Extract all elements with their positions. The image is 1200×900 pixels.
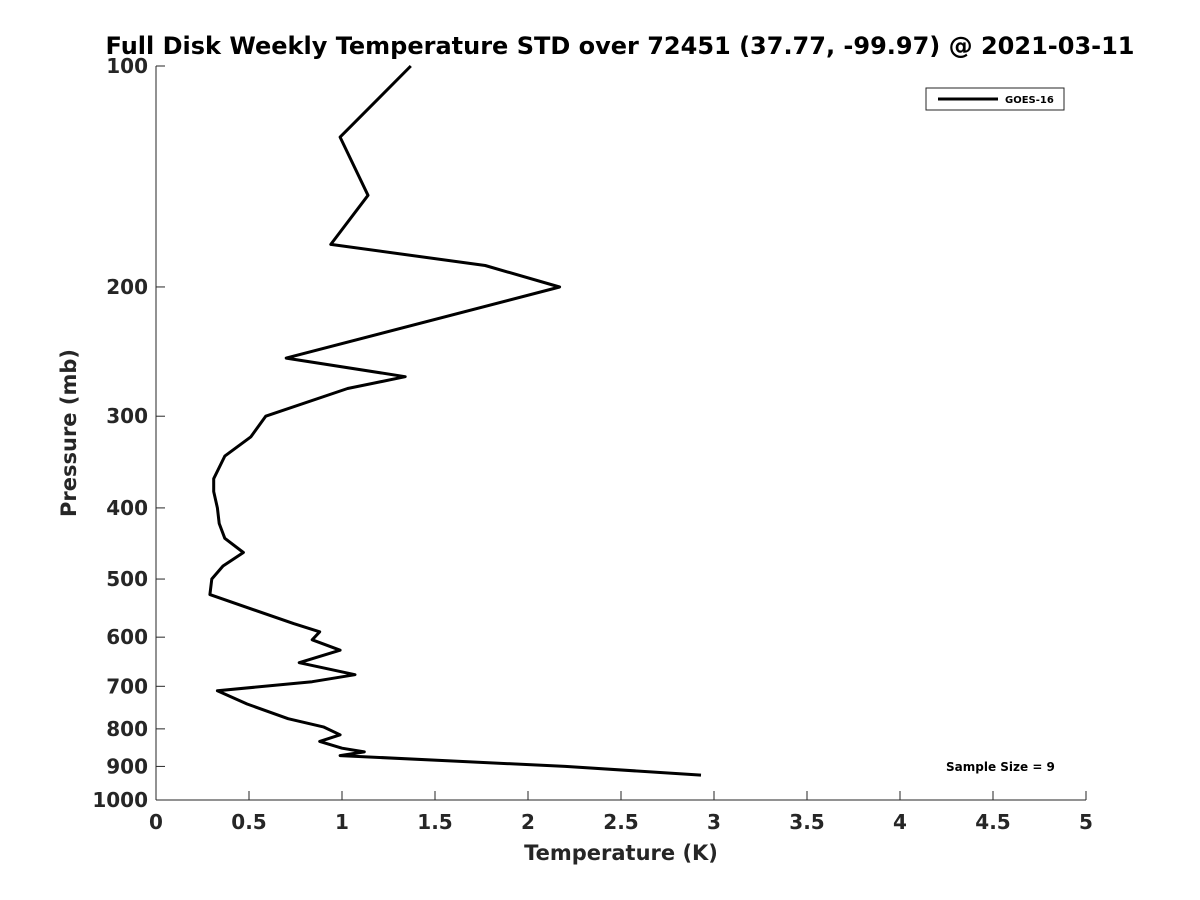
y-tick-label: 200: [106, 275, 148, 299]
y-axis-label: Pressure (mb): [57, 349, 81, 517]
y-tick-label: 900: [106, 754, 148, 778]
x-tick-label: 2: [521, 810, 535, 834]
chart-title: Full Disk Weekly Temperature STD over 72…: [106, 32, 1135, 60]
legend: GOES-16: [925, 87, 1065, 111]
y-tick-label: 500: [106, 567, 148, 591]
x-tick-label: 0.5: [231, 810, 266, 834]
y-tick-label: 100: [106, 54, 148, 78]
y-ticks: 100 200 300 400 500 600 700 800 900 1000: [92, 54, 165, 812]
series-layer: [208, 64, 702, 777]
x-tick-label: 4: [893, 810, 907, 834]
y-tick-label: 300: [106, 404, 148, 428]
x-tick-label: 4.5: [975, 810, 1010, 834]
y-tick-label: 800: [106, 717, 148, 741]
x-tick-label: 1.5: [417, 810, 452, 834]
x-ticks: 0 0.5 1 1.5 2 2.5 3 3.5 4 4.5 5: [149, 791, 1093, 834]
series-line-goes-16: [208, 64, 702, 777]
x-tick-label: 5: [1079, 810, 1093, 834]
legend-label: GOES-16: [1005, 95, 1054, 106]
x-tick-label: 3.5: [789, 810, 824, 834]
y-tick-label: 400: [106, 496, 148, 520]
x-tick-label: 2.5: [603, 810, 638, 834]
x-axis-label: Temperature (K): [524, 841, 718, 865]
sample-size-annotation: Sample Size = 9: [946, 760, 1055, 774]
x-tick-label: 0: [149, 810, 163, 834]
x-tick-label: 1: [335, 810, 349, 834]
y-tick-label: 700: [106, 674, 148, 698]
plot-area: [156, 66, 1086, 800]
y-tick-label: 600: [106, 625, 148, 649]
y-tick-label: 1000: [92, 788, 148, 812]
x-tick-label: 3: [707, 810, 721, 834]
